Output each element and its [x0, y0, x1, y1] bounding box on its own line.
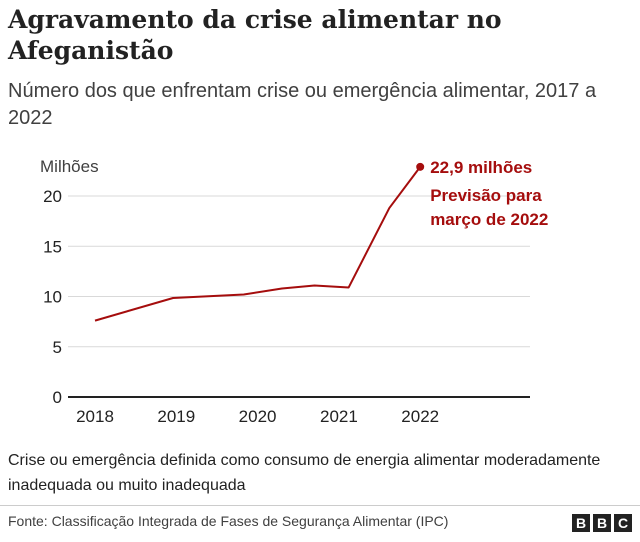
- chart-title: Agravamento da crise alimentar no Afegan…: [8, 5, 502, 65]
- chart-note: Crise ou emergência definida como consum…: [8, 452, 601, 494]
- end-point-marker: [416, 162, 425, 171]
- y-tick-label: 5: [53, 338, 62, 357]
- series-line: [94, 166, 422, 322]
- logo-letter: C: [614, 514, 632, 532]
- x-tick-label: 2019: [157, 407, 195, 426]
- y-tick-label: 0: [53, 388, 62, 407]
- y-tick-label: 10: [43, 288, 62, 307]
- annotation-line2: março de 2022: [430, 210, 548, 229]
- y-axis-label: Milhões: [40, 157, 99, 176]
- logo-letter: B: [593, 514, 611, 532]
- x-tick-label: 2021: [320, 407, 358, 426]
- chart-subtitle: Número dos que enfrentam crise ou emergê…: [8, 80, 597, 129]
- footer-divider: [0, 505, 640, 506]
- line-chart: Milhões 0 5 10 15 20 2018 2019 2020 2021 2022 22,9 …: [40, 157, 548, 426]
- x-tick-label: 2022: [401, 407, 439, 426]
- y-tick-label: 15: [43, 237, 62, 256]
- annotation-value: 22,9 milhões: [430, 158, 532, 177]
- x-tick-label: 2018: [76, 407, 114, 426]
- y-tick-label: 20: [43, 187, 62, 206]
- source-text: Fonte: Classificação Integrada de Fases …: [8, 513, 449, 529]
- logo-letter: B: [572, 514, 590, 532]
- x-tick-label: 2020: [239, 407, 277, 426]
- annotation-line1: Previsão para: [430, 186, 542, 205]
